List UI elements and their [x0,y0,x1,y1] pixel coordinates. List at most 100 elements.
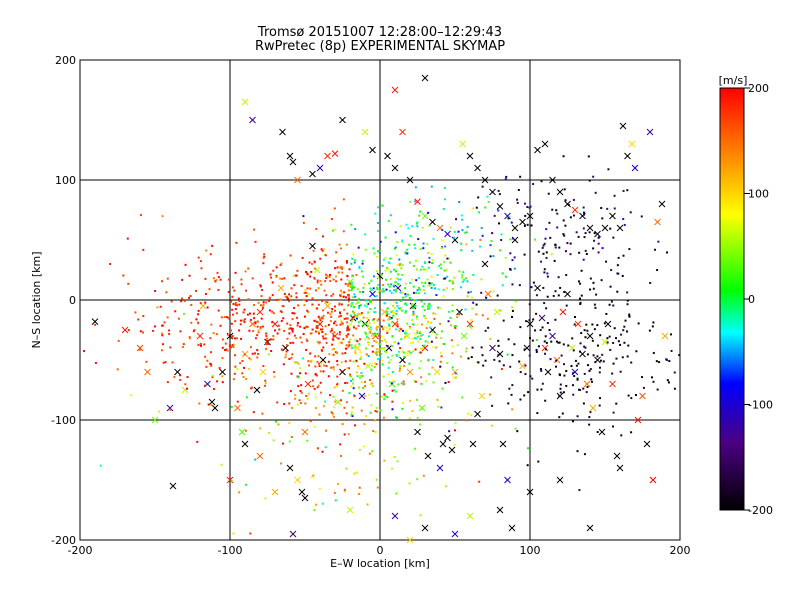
data-point-dot [218,367,221,370]
data-point-dot [540,180,543,183]
data-point-dot [162,361,165,364]
data-point-x [526,320,534,328]
data-point-dot [293,312,296,315]
data-point-dot [318,413,321,416]
data-point-dot [383,459,386,462]
data-point-dot [572,349,575,352]
data-point-x [654,218,661,226]
data-point-dot [371,350,374,353]
data-point-dot [358,304,361,307]
data-point-dot [500,238,503,241]
data-point-dot [416,323,419,326]
data-point-dot [386,345,389,348]
data-point-dot [226,333,229,336]
data-point-dot [402,402,405,405]
data-point-dot [381,363,384,366]
data-point-dot [411,302,414,305]
data-point-dot [528,319,531,322]
data-point-dot [305,394,308,397]
data-point-dot [592,281,595,284]
data-point-dot [349,373,352,376]
data-point-dot [317,355,320,358]
y-tick-label: 200 [55,54,76,67]
data-point-dot [357,301,360,304]
data-point-dot [547,192,550,195]
data-point-dot [314,330,317,333]
data-point-dot [351,414,354,417]
data-point-dot [440,355,443,358]
data-point-dot [554,290,557,293]
data-point-dot [430,275,433,278]
data-point-dot [365,305,368,308]
data-point-dot [430,252,433,255]
data-point-dot [387,268,390,271]
data-point-dot [241,359,244,362]
data-point-dot [251,277,254,280]
data-point-dot [161,280,164,283]
data-point-dot [435,346,438,349]
data-point-x [538,314,546,322]
data-point-dot [429,304,432,307]
data-point-dot [420,407,423,410]
data-point-dot [388,285,391,288]
data-point-dot [428,256,431,259]
data-point-dot [99,464,102,467]
data-point-dot [395,301,398,304]
data-point-x [391,86,399,94]
data-point-dot [300,341,303,344]
data-point-dot [421,333,424,336]
data-point-dot [374,333,377,336]
data-point-dot [321,502,324,505]
data-point-dot [307,311,310,314]
data-point-dot [670,349,673,352]
data-point-dot [408,261,411,264]
data-point-dot [360,371,363,374]
data-point-dot [480,291,483,294]
data-point-dot [296,316,299,319]
data-point-dot [316,386,319,389]
data-point-dot [461,396,464,399]
data-point-dot [213,388,216,391]
data-point-dot [329,394,332,397]
data-point-dot [340,292,343,295]
data-point-dot [336,385,339,388]
data-point-dot [475,313,478,316]
data-point-x [616,464,624,472]
data-point-dot [347,328,350,331]
data-point-x [286,464,294,472]
data-point-dot [354,295,357,298]
data-point-x [316,164,324,172]
data-point-dot [399,365,402,368]
data-point-dot [413,243,416,246]
data-point-dot [254,322,257,325]
data-point-dot [376,288,379,291]
data-point-dot [460,242,463,245]
data-point-dot [314,373,317,376]
data-point-dot [536,412,539,415]
data-point-dot [234,354,237,357]
data-point-dot [297,304,300,307]
data-point-dot [397,278,400,281]
data-point-dot [601,217,604,220]
data-point-dot [385,340,388,343]
data-point-dot [314,365,317,368]
data-point-dot [203,384,206,387]
data-point-dot [497,222,500,225]
data-point-dot [427,251,430,254]
data-point-dot [440,267,443,270]
data-point-dot [504,178,507,181]
data-point-dot [281,277,284,280]
data-point-dot [458,201,461,204]
data-point-dot [166,381,169,384]
data-point-x [331,150,339,157]
data-point-dot [322,337,325,340]
data-point-dot [427,266,430,269]
data-point-dot [430,282,433,285]
data-point-dot [337,337,340,340]
data-point-dot [359,319,362,322]
data-point-x [469,440,477,448]
data-point-dot [564,199,567,202]
data-point-dot [422,268,425,271]
data-point-dot [354,259,357,262]
data-point-dot [352,325,355,328]
